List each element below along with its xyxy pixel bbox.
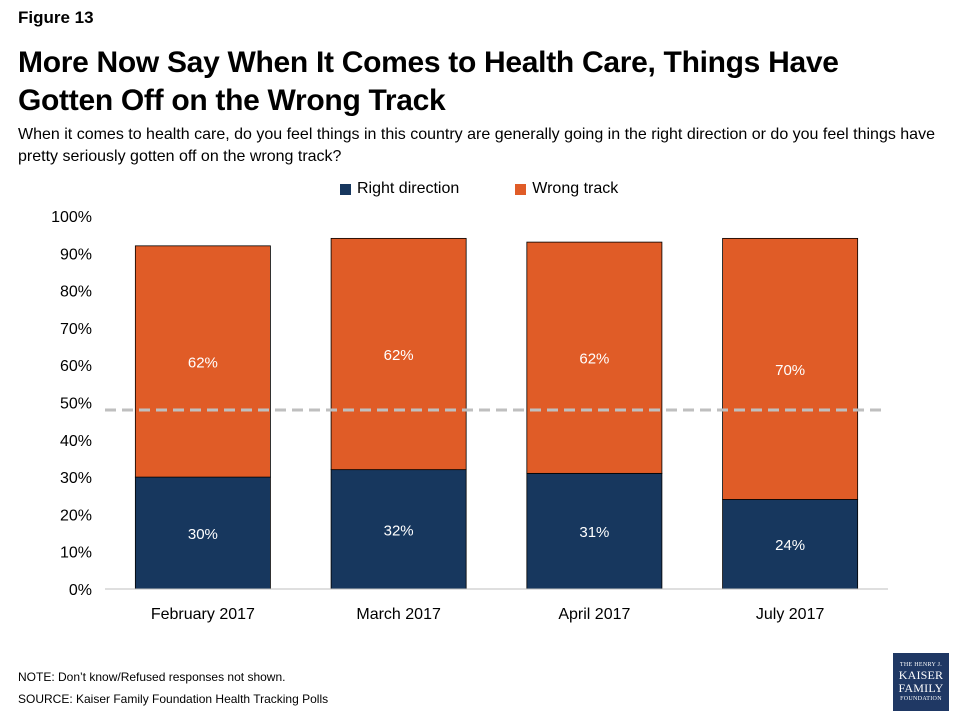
- legend-label-wrong-track: Wrong track: [532, 180, 619, 197]
- figure-label: Figure 13: [18, 8, 94, 27]
- chart-note: NOTE: Don’t know/Refused responses not s…: [18, 670, 286, 684]
- data-label-right-direction: 30%: [188, 526, 218, 543]
- bar-wrong-track: [526, 241, 663, 474]
- x-tick-label: March 2017: [356, 606, 441, 623]
- y-tick-label: 30%: [60, 470, 92, 487]
- legend: Right direction Wrong track: [340, 180, 618, 198]
- y-tick-label: 40%: [60, 433, 92, 450]
- bar-right-direction: [526, 472, 663, 590]
- x-tick-label: July 2017: [756, 606, 825, 623]
- chart-source: SOURCE: Kaiser Family Foundation Health …: [18, 692, 329, 706]
- x-tick-label: April 2017: [558, 606, 630, 623]
- legend-label-right-direction: Right direction: [357, 180, 460, 197]
- legend-item-right-direction: Right direction: [340, 180, 459, 198]
- data-label-right-direction: 24%: [775, 537, 805, 554]
- legend-swatch-right-direction: [340, 183, 351, 195]
- y-tick-label: 10%: [60, 545, 92, 562]
- data-label-wrong-track: 62%: [579, 351, 609, 368]
- bar-right-direction: [330, 469, 467, 590]
- chart-subtitle: When it comes to health care, do you fee…: [18, 126, 935, 165]
- y-tick-label: 70%: [60, 321, 92, 338]
- bar-wrong-track: [330, 237, 467, 471]
- y-tick-label: 60%: [60, 358, 92, 375]
- data-label-wrong-track: 62%: [384, 347, 414, 364]
- bar-right-direction: [134, 476, 271, 590]
- y-tick-label: 100%: [51, 209, 92, 226]
- x-tick-label: February 2017: [151, 606, 255, 623]
- legend-swatch-wrong-track: [515, 183, 527, 195]
- y-tick-label: 90%: [60, 246, 92, 263]
- y-tick-label: 0%: [69, 582, 92, 599]
- chart-title: More Now Say When It Comes to Health Car…: [18, 46, 839, 117]
- y-tick-label: 80%: [60, 284, 92, 301]
- kff-logo: THE HENRY J. KAISER FAMILY FOUNDATION: [893, 653, 949, 711]
- y-tick-label: 20%: [60, 507, 92, 524]
- data-label-wrong-track: 70%: [775, 362, 805, 379]
- legend-item-wrong-track: Wrong track: [515, 180, 618, 198]
- bar-wrong-track: [722, 237, 859, 500]
- data-label-right-direction: 31%: [579, 524, 609, 541]
- bar-wrong-track: [134, 245, 271, 478]
- data-label-right-direction: 32%: [384, 522, 414, 539]
- data-label-wrong-track: 62%: [188, 354, 218, 371]
- y-tick-label: 50%: [60, 396, 92, 413]
